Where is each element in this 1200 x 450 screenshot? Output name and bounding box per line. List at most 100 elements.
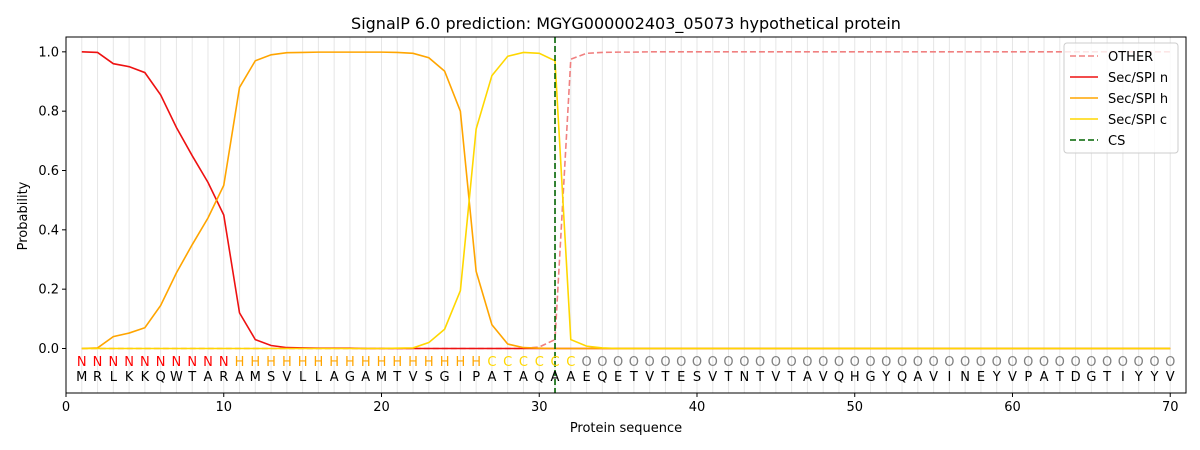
residue-label: Y xyxy=(1149,370,1158,385)
residue-label: M xyxy=(76,370,87,385)
residue-label: A xyxy=(551,370,560,385)
residue-label: L xyxy=(315,370,323,385)
residue-label: A xyxy=(235,370,244,385)
y-tick-label: 0.0 xyxy=(38,342,59,357)
region-label: H xyxy=(345,355,355,370)
region-label: H xyxy=(282,355,292,370)
region-label: O xyxy=(708,355,718,370)
residue-label: Q xyxy=(534,370,544,385)
residue-label: S xyxy=(267,370,275,385)
region-label: C xyxy=(535,355,544,370)
residue-label: E xyxy=(677,370,685,385)
residue-label: G xyxy=(865,370,875,385)
residue-label: V xyxy=(645,370,654,385)
region-label: N xyxy=(93,355,103,370)
region-label: C xyxy=(503,355,512,370)
region-label: N xyxy=(77,355,87,370)
region-label: H xyxy=(392,355,402,370)
region-label: O xyxy=(692,355,702,370)
residue-label: A xyxy=(361,370,370,385)
series-lines xyxy=(81,37,1171,393)
residue-label: R xyxy=(219,370,228,385)
residue-label: Q xyxy=(156,370,166,385)
residue-label: V xyxy=(282,370,291,385)
region-label: H xyxy=(314,355,324,370)
region-label: N xyxy=(172,355,182,370)
region-label: O xyxy=(1070,355,1080,370)
residue-label: E xyxy=(614,370,622,385)
region-label: O xyxy=(629,355,639,370)
region-label: O xyxy=(1023,355,1033,370)
region-label: O xyxy=(581,355,591,370)
region-label: H xyxy=(424,355,434,370)
region-label: O xyxy=(645,355,655,370)
residue-label: G xyxy=(440,370,450,385)
y-tick-label: 0.2 xyxy=(38,283,59,298)
axes: 0 10 20 30 40 50 60 70 0.0 0.2 0.4 0.6 0.8 1.0 xyxy=(38,45,1178,415)
series-line-other xyxy=(81,51,1171,350)
residue-label: A xyxy=(330,370,339,385)
residue-label: E xyxy=(582,370,590,385)
region-label: N xyxy=(203,355,213,370)
y-tick-label: 0.8 xyxy=(38,105,59,120)
region-label: O xyxy=(723,355,733,370)
region-label: O xyxy=(976,355,986,370)
residue-label: A xyxy=(566,370,575,385)
series-line-sec-spi-c xyxy=(81,51,1171,350)
residue-label: H xyxy=(850,370,860,385)
region-label: N xyxy=(187,355,197,370)
sequence-annotations: NMNRNLNKNKNQNWNTNANRHAHMHSHVHLHLHAHGHAHM… xyxy=(76,355,1175,385)
residue-label: T xyxy=(187,370,196,385)
residue-label: A xyxy=(803,370,812,385)
region-label: O xyxy=(992,355,1002,370)
residue-label: S xyxy=(693,370,701,385)
residue-label: T xyxy=(724,370,733,385)
residue-label: I xyxy=(947,370,951,385)
region-label: O xyxy=(1086,355,1096,370)
legend-label: OTHER xyxy=(1108,50,1153,65)
residue-label: V xyxy=(1008,370,1017,385)
grid-lines xyxy=(81,37,1171,393)
y-tick-label: 0.4 xyxy=(38,223,59,238)
residue-label: Q xyxy=(834,370,844,385)
residue-label: Y xyxy=(1134,370,1143,385)
region-label: N xyxy=(108,355,118,370)
residue-label: T xyxy=(1055,370,1064,385)
series-line-sec-spi-n xyxy=(81,51,1171,350)
region-label: H xyxy=(440,355,450,370)
residue-label: Y xyxy=(992,370,1001,385)
chart-title: SignalP 6.0 prediction: MGYG000002403_05… xyxy=(351,14,901,34)
residue-label: P xyxy=(1024,370,1032,385)
residue-label: V xyxy=(819,370,828,385)
region-label: H xyxy=(455,355,465,370)
x-tick-label: 20 xyxy=(373,400,390,415)
residue-label: V xyxy=(929,370,938,385)
residue-label: S xyxy=(425,370,433,385)
region-label: O xyxy=(597,355,607,370)
residue-label: I xyxy=(458,370,462,385)
residue-label: Y xyxy=(881,370,890,385)
region-label: O xyxy=(897,355,907,370)
region-label: O xyxy=(1007,355,1017,370)
residue-label: A xyxy=(519,370,528,385)
residue-label: Q xyxy=(897,370,907,385)
region-label: C xyxy=(566,355,575,370)
region-label: H xyxy=(250,355,260,370)
residue-label: E xyxy=(977,370,985,385)
residue-label: T xyxy=(503,370,512,385)
residue-label: A xyxy=(1040,370,1049,385)
legend-label: CS xyxy=(1108,134,1125,149)
legend-box xyxy=(1063,42,1179,154)
x-tick-label: 0 xyxy=(62,400,70,415)
region-label: H xyxy=(471,355,481,370)
region-label: O xyxy=(1134,355,1144,370)
region-label: O xyxy=(944,355,954,370)
region-label: H xyxy=(408,355,418,370)
residue-label: G xyxy=(1086,370,1096,385)
region-label: O xyxy=(818,355,828,370)
region-label: O xyxy=(787,355,797,370)
region-label: O xyxy=(802,355,812,370)
region-label: H xyxy=(377,355,387,370)
residue-label: G xyxy=(345,370,355,385)
region-label: N xyxy=(156,355,166,370)
